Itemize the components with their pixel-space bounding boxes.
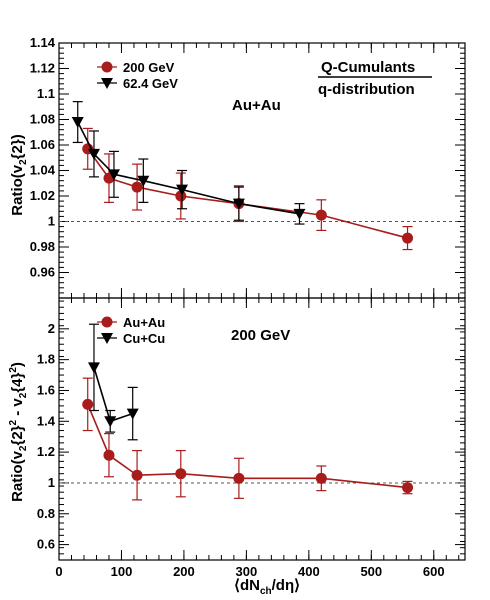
data-point [315,472,327,484]
y-tick-label: 1.6 [37,382,55,397]
y-tick-label: 0.98 [30,239,55,254]
x-tick-label: 600 [423,564,445,579]
panel-frame-1 [58,297,466,561]
y-tick-label: 1.14 [30,35,56,50]
legend-label: 200 GeV [123,60,175,75]
data-point [175,468,187,480]
series-line-62.4 GeV [77,121,300,215]
y-tick-label: 1 [48,214,55,229]
y-tick-label: 0.6 [37,537,55,552]
x-tick-label: 200 [173,564,195,579]
y-tick-label: 2 [48,321,55,336]
data-point [104,416,117,428]
data-point [71,117,84,129]
top-y-axis-title: Ratio(v2{2}) [9,134,29,215]
data-point [175,190,187,202]
method-annotation-bottom: q-distribution [318,81,415,98]
data-point [232,198,245,210]
x-tick-label: 300 [236,564,258,579]
data-point [87,362,100,374]
data-point [402,482,414,494]
legend-label: Au+Au [123,315,165,330]
data-point [176,184,189,196]
data-point [402,232,414,244]
legend-label: Cu+Cu [123,331,165,346]
y-tick-label: 1.06 [30,137,55,152]
y-tick-label: 0.8 [37,506,55,521]
y-tick-label: 1.08 [30,112,55,127]
y-tick-label: 1.02 [30,188,55,203]
y-tick-label: 1.12 [30,61,55,76]
data-point [103,449,115,461]
plot-layer: 0.96 0.98 1 1.02 1.04 1.06 1.08 1.1 1.12 1.14 200 … [30,35,466,579]
x-tick-label: 100 [111,564,133,579]
x-tick-label: 0 [55,564,62,579]
data-point [131,469,143,481]
y-tick-label: 1.04 [30,163,56,178]
y-tick-label: 1.1 [37,86,55,101]
series-line-Cu+Cu [93,367,133,423]
legend-label: 62.4 GeV [123,76,178,91]
x-tick-label: 400 [298,564,320,579]
y-tick-label: 1.2 [37,444,55,459]
x-axis-title: ⟨dNch/dη⟩ [234,577,300,597]
data-point [82,398,94,410]
data-point [131,181,143,193]
y-tick-label: 1.4 [37,413,56,428]
y-tick-label: 1 [48,475,55,490]
y-tick-label: 0.96 [30,265,55,280]
data-point [107,169,120,181]
data-point [233,472,245,484]
x-tick-label: 500 [360,564,382,579]
y-tick-label: 1.8 [37,352,55,367]
energy-annotation: 200 GeV [231,327,290,344]
data-point [315,209,327,221]
series-line-200 GeV [87,148,408,239]
data-point [87,148,100,160]
bottom-y-axis-title: Ratio(v2{2}2 - v2{4}2) [8,362,29,502]
data-point [293,208,306,220]
method-annotation-top: Q-Cumulants [321,59,415,76]
data-point [126,408,139,420]
system-annotation: Au+Au [232,97,281,114]
data-point [137,175,150,187]
